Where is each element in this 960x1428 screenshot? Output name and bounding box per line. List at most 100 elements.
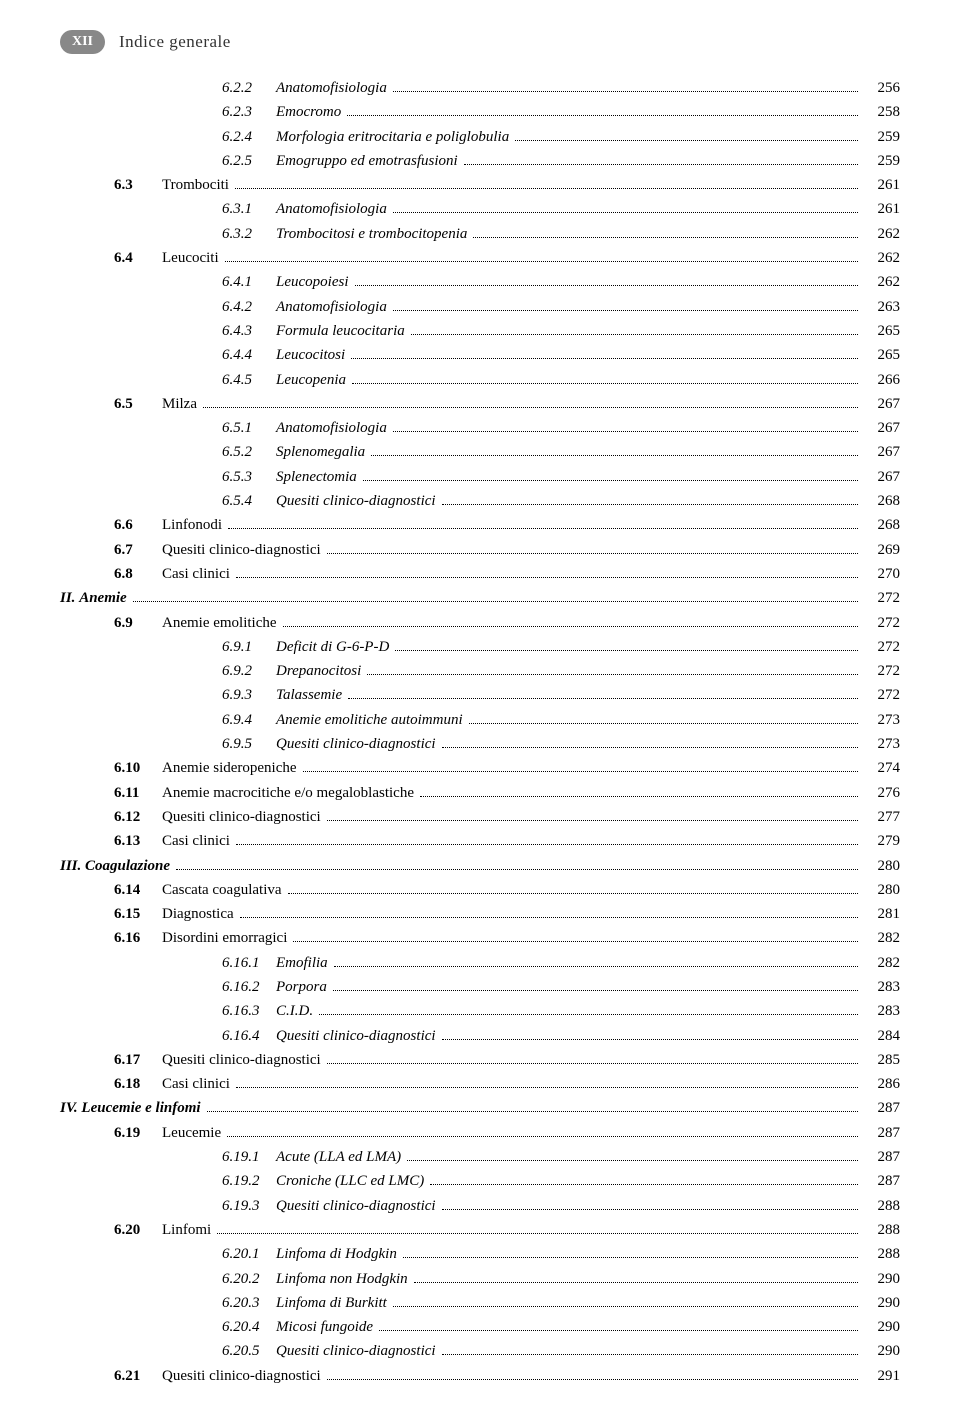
toc-entry-label: Splenectomia: [276, 465, 357, 489]
toc-entry-page: 281: [864, 902, 900, 926]
toc-entry-page: 285: [864, 1048, 900, 1072]
toc-entry-page: 277: [864, 805, 900, 829]
page: XII Indice generale 6.2.2Anatomofisiolog…: [0, 0, 960, 1428]
toc-leader-dots: [442, 1209, 858, 1210]
toc-leader-dots: [327, 1379, 858, 1380]
toc-entry-number: 6.4: [114, 246, 162, 270]
toc-row: III. Coagulazione280: [60, 854, 900, 878]
toc-row: 6.4.3Formula leucocitaria265: [222, 319, 900, 343]
toc-entry-label: Quesiti clinico-diagnostici: [276, 1194, 436, 1218]
toc-entry-label: Emogruppo ed emotrasfusioni: [276, 149, 458, 173]
toc-leader-dots: [228, 528, 858, 529]
toc-leader-dots: [293, 941, 858, 942]
toc-entry-page: 283: [864, 999, 900, 1023]
toc-row: 6.20.1Linfoma di Hodgkin288: [222, 1242, 900, 1266]
toc-leader-dots: [327, 553, 858, 554]
toc-entry-number: 6.20: [114, 1218, 162, 1242]
toc-leader-dots: [442, 1039, 858, 1040]
toc-row: 6.16.4Quesiti clinico-diagnostici284: [222, 1024, 900, 1048]
page-header: XII Indice generale: [60, 30, 900, 54]
toc-entry-number: 6.9.4: [222, 708, 276, 732]
toc-leader-dots: [207, 1111, 858, 1112]
toc-entry-page: 279: [864, 829, 900, 853]
toc-entry-label: Anemie emolitiche: [162, 611, 277, 635]
toc-row: 6.2.4Morfologia eritrocitaria e poliglob…: [222, 125, 900, 149]
toc-leader-dots: [352, 383, 858, 384]
toc-entry-label: Casi clinici: [162, 829, 230, 853]
toc-entry-number: 6.21: [114, 1364, 162, 1388]
toc-entry-number: 6.4.2: [222, 295, 276, 319]
toc-entry-label: Quesiti clinico-diagnostici: [162, 1048, 321, 1072]
toc-row: 6.19.2Croniche (LLC ed LMC)287: [222, 1169, 900, 1193]
toc-entry-label: Quesiti clinico-diagnostici: [162, 805, 321, 829]
toc-entry-number: 6.16.1: [222, 951, 276, 975]
toc-leader-dots: [347, 115, 858, 116]
toc-entry-page: 287: [864, 1169, 900, 1193]
toc-entry-page: 276: [864, 781, 900, 805]
toc-leader-dots: [363, 480, 858, 481]
toc-row: 6.17Quesiti clinico-diagnostici285: [114, 1048, 900, 1072]
toc-entry-page: 272: [864, 635, 900, 659]
toc-entry-label: Leucopenia: [276, 368, 346, 392]
toc-entry-page: 280: [864, 878, 900, 902]
toc-entry-page: 287: [864, 1145, 900, 1169]
toc-row: 6.5.1Anatomofisiologia267: [222, 416, 900, 440]
toc-entry-page: 282: [864, 926, 900, 950]
toc-row: 6.20.2Linfoma non Hodgkin 290: [222, 1267, 900, 1291]
toc-entry-label: Morfologia eritrocitaria e poliglobulia: [276, 125, 509, 149]
toc-row: 6.6Linfonodi268: [114, 513, 900, 537]
toc-row: 6.7Quesiti clinico-diagnostici269: [114, 538, 900, 562]
toc-entry-label: Linfoma di Hodgkin: [276, 1242, 397, 1266]
toc-entry-page: 262: [864, 270, 900, 294]
toc-entry-label: Cascata coagulativa: [162, 878, 282, 902]
toc-entry-page: 291: [864, 1364, 900, 1388]
toc-leader-dots: [240, 917, 858, 918]
toc-entry-page: 286: [864, 1072, 900, 1096]
toc-leader-dots: [217, 1233, 858, 1234]
toc-entry-number: II.: [60, 586, 75, 610]
toc-entry-number: 6.13: [114, 829, 162, 853]
toc-entry-number: 6.5.3: [222, 465, 276, 489]
toc-leader-dots: [133, 601, 858, 602]
toc-entry-number: 6.20.2: [222, 1267, 276, 1291]
toc-leader-dots: [303, 771, 858, 772]
toc-entry-number: 6.2.4: [222, 125, 276, 149]
toc-row: 6.5.3Splenectomia 267: [222, 465, 900, 489]
toc-entry-page: 290: [864, 1267, 900, 1291]
toc-entry-number: 6.7: [114, 538, 162, 562]
toc-entry-page: 268: [864, 513, 900, 537]
toc-leader-dots: [442, 504, 858, 505]
toc-entry-number: 6.5.4: [222, 489, 276, 513]
toc-leader-dots: [236, 577, 858, 578]
toc-leader-dots: [333, 990, 858, 991]
toc-leader-dots: [327, 820, 858, 821]
toc-entry-label: Linfoma non Hodgkin: [276, 1267, 408, 1291]
toc-leader-dots: [464, 164, 858, 165]
toc-row: 6.9.4Anemie emolitiche autoimmuni273: [222, 708, 900, 732]
toc-entry-number: 6.19.2: [222, 1169, 276, 1193]
toc-entry-number: 6.9.1: [222, 635, 276, 659]
toc-entry-label: Trombocitosi e trombocitopenia: [276, 222, 467, 246]
toc-leader-dots: [407, 1160, 858, 1161]
toc-entry-number: 6.19.1: [222, 1145, 276, 1169]
toc-entry-label: Anemie macrocitiche e/o megaloblastiche: [162, 781, 414, 805]
toc-leader-dots: [469, 723, 858, 724]
toc-leader-dots: [379, 1330, 858, 1331]
toc-row: 6.12Quesiti clinico-diagnostici277: [114, 805, 900, 829]
toc-entry-page: 288: [864, 1218, 900, 1242]
toc-entry-number: 6.3.1: [222, 197, 276, 221]
toc-row: 6.15Diagnostica281: [114, 902, 900, 926]
toc-entry-page: 287: [864, 1096, 900, 1120]
toc-entry-page: 265: [864, 343, 900, 367]
toc-leader-dots: [334, 966, 858, 967]
toc-leader-dots: [355, 285, 859, 286]
toc-entry-label: Anemie: [79, 586, 127, 610]
toc-row: 6.16.3C.I.D.283: [222, 999, 900, 1023]
toc-row: 6.8Casi clinici270: [114, 562, 900, 586]
toc-entry-number: 6.3.2: [222, 222, 276, 246]
toc-entry-page: 267: [864, 465, 900, 489]
toc-entry-number: 6.20.3: [222, 1291, 276, 1315]
toc-entry-label: Formula leucocitaria: [276, 319, 405, 343]
toc-entry-number: 6.16.2: [222, 975, 276, 999]
toc-leader-dots: [442, 1354, 858, 1355]
